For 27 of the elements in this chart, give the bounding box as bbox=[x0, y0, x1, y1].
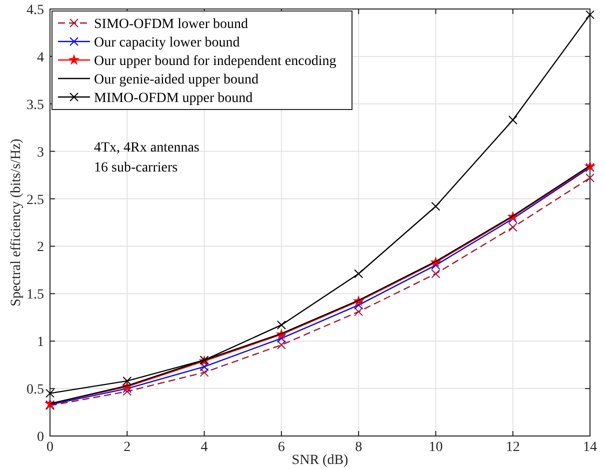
legend-label: Our upper bound for independent encoding bbox=[94, 54, 336, 69]
x-tick-label: 4 bbox=[200, 440, 208, 455]
x-axis-title: SNR (dB) bbox=[292, 453, 349, 468]
y-tick-label: 3.5 bbox=[26, 98, 44, 113]
y-tick-label: 4.5 bbox=[26, 3, 44, 18]
legend-label: SIMO-OFDM lower bound bbox=[94, 17, 248, 32]
annotation: 16 sub-carriers bbox=[94, 160, 178, 176]
y-tick-label: 1 bbox=[37, 335, 44, 350]
x-tick-label: 6 bbox=[278, 440, 285, 455]
y-tick-label: 3 bbox=[37, 145, 44, 160]
x-tick-label: 0 bbox=[46, 440, 54, 455]
y-tick-label: 4 bbox=[37, 50, 44, 66]
y-tick-label: 0 bbox=[37, 430, 44, 445]
legend-label: MIMO-OFDM upper bound bbox=[94, 91, 253, 106]
y-tick-label: 1.5 bbox=[26, 288, 44, 303]
x-tick-label: 12 bbox=[506, 440, 520, 455]
legend-label: Our genie-aided upper bound bbox=[94, 72, 258, 88]
y-axis-title: Spectral efficiency (bits/s/Hz) bbox=[9, 138, 24, 306]
x-tick-label: 14 bbox=[583, 440, 597, 455]
y-tick-label: 2.5 bbox=[26, 192, 44, 208]
y-tick-label: 0.5 bbox=[26, 382, 44, 398]
legend-label: Our capacity lower bound bbox=[94, 36, 240, 50]
x-tick-label: 8 bbox=[355, 440, 362, 455]
x-tick-label: 2 bbox=[124, 440, 131, 455]
y-tick-label: 2 bbox=[37, 240, 44, 256]
x-tick-label: 10 bbox=[428, 440, 443, 455]
annotation: 4Tx, 4Rx antennas bbox=[94, 140, 200, 156]
